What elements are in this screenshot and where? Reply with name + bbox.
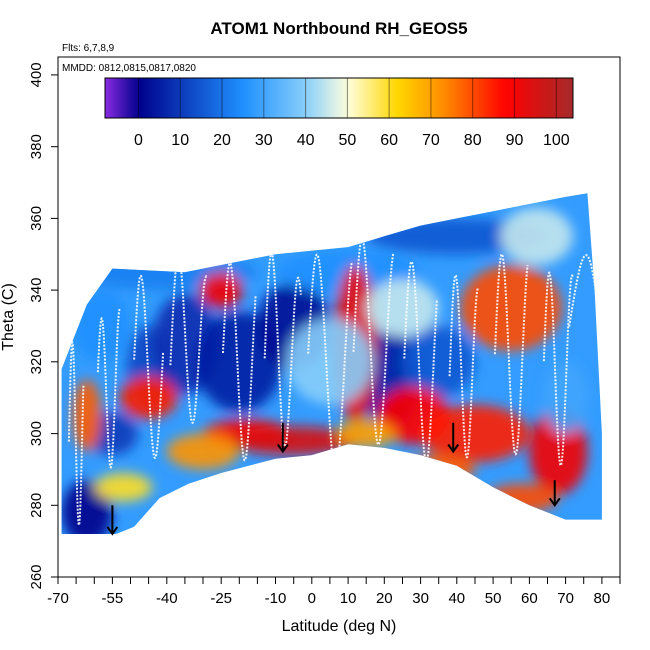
rh-patch (228, 426, 359, 456)
x-tick-label: 60 (521, 590, 538, 607)
rh-patch (485, 483, 559, 513)
y-tick-label: 400 (28, 62, 45, 87)
rh-patch (337, 419, 396, 448)
x-tick-label: -25 (210, 590, 232, 607)
y-tick-label: 320 (28, 349, 45, 374)
chart-title: ATOM1 Northbound RH_GEOS5 (210, 19, 467, 38)
y-tick-label: 300 (28, 421, 45, 446)
colorbar: 0 10 20 30 40 50 60 70 80 90 100 (104, 77, 574, 149)
y-tick-label: 340 (28, 278, 45, 303)
x-tick-label: 80 (594, 590, 611, 607)
y-tick-label: 360 (28, 206, 45, 231)
colorbar-tick-label: 50 (339, 132, 357, 149)
rh-patch (72, 290, 131, 362)
dates-note: MMDD: 0812,0815,0817,0820 (62, 63, 196, 74)
x-tick-label: -10 (265, 590, 287, 607)
flight-track (222, 262, 257, 462)
y-tick-label: 380 (28, 134, 45, 159)
rh-patch (166, 433, 240, 470)
colorbar-tick-label: 60 (380, 132, 398, 149)
flight-track (493, 253, 529, 456)
colorbar-tick-label: 100 (543, 132, 570, 149)
x-tick-label: 30 (412, 590, 429, 607)
colorbar-tick-label: 20 (213, 132, 231, 149)
colorbar-tick-label: 30 (255, 132, 273, 149)
x-axis-title: Latitude (deg N) (282, 618, 397, 635)
rh-patch (366, 279, 439, 337)
flight-track (568, 254, 602, 415)
x-tick-label: 70 (557, 590, 574, 607)
flight-track (67, 340, 85, 527)
x-tick-label: -70 (47, 590, 69, 607)
arrow-marker (548, 480, 561, 507)
y-axis-title: Theta (C) (0, 283, 17, 351)
flight-track (307, 253, 353, 471)
colorbar-tick-label: 80 (464, 132, 482, 149)
arrow-marker (276, 422, 289, 454)
arrow-marker (447, 422, 460, 454)
rh-patch (402, 455, 476, 484)
rh-patch (420, 404, 530, 463)
rh-field (61, 193, 602, 535)
x-tick-label: -40 (156, 590, 178, 607)
rh-patch (402, 325, 476, 398)
colorbar-tick-label: 10 (171, 132, 189, 149)
x-tick-label: 0 (308, 590, 316, 607)
y-axis: 260 280 300 320 340 360 380 400 (28, 62, 58, 590)
rh-patch (460, 265, 562, 351)
colorbar-tick-label: 70 (422, 132, 440, 149)
rh-patch (286, 318, 374, 405)
flight-track (403, 260, 438, 464)
x-tick-label: 20 (376, 590, 393, 607)
colorbar-tick-label: 40 (297, 132, 315, 149)
colorbar-tick-label: 0 (134, 132, 143, 149)
colorbar-gradient (104, 77, 574, 119)
rh-patch (72, 379, 102, 452)
x-axis: -70 -55 -40 -25 -10 0 10 20 30 40 50 60 70 80 (47, 577, 621, 607)
x-tick-label: 40 (448, 590, 465, 607)
arrow-marker (106, 505, 119, 536)
x-tick-label: 10 (340, 590, 357, 607)
flight-track (542, 271, 574, 467)
flight-track (352, 237, 395, 446)
flight-track (96, 308, 121, 469)
arrow-markers (106, 422, 561, 536)
rh-patch (94, 473, 153, 502)
rh-patch (61, 480, 113, 535)
x-tick-label: -55 (102, 590, 124, 607)
y-tick-label: 260 (28, 564, 45, 589)
x-tick-label: 50 (485, 590, 502, 607)
y-tick-label: 280 (28, 493, 45, 518)
flights-note: Flts: 6,7,8,9 (62, 43, 115, 54)
rh-patch (500, 207, 573, 265)
colorbar-tick-label: 90 (506, 132, 524, 149)
plot-frame (57, 56, 621, 578)
